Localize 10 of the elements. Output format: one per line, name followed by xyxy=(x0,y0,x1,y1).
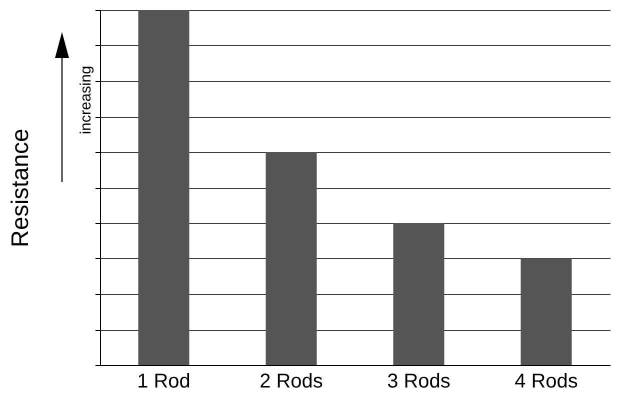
x-tick-label: 3 Rods xyxy=(387,370,450,392)
x-tick-label: 2 Rods xyxy=(260,370,323,392)
bar xyxy=(138,10,190,365)
text: increasing xyxy=(78,66,94,134)
x-tick-label: 1 Rod xyxy=(137,370,190,392)
x-tick-label: 4 Rods xyxy=(514,370,578,392)
bar xyxy=(393,223,444,365)
bar xyxy=(266,152,317,365)
y-axis-title: Resistance xyxy=(7,128,34,248)
bar xyxy=(520,258,572,365)
